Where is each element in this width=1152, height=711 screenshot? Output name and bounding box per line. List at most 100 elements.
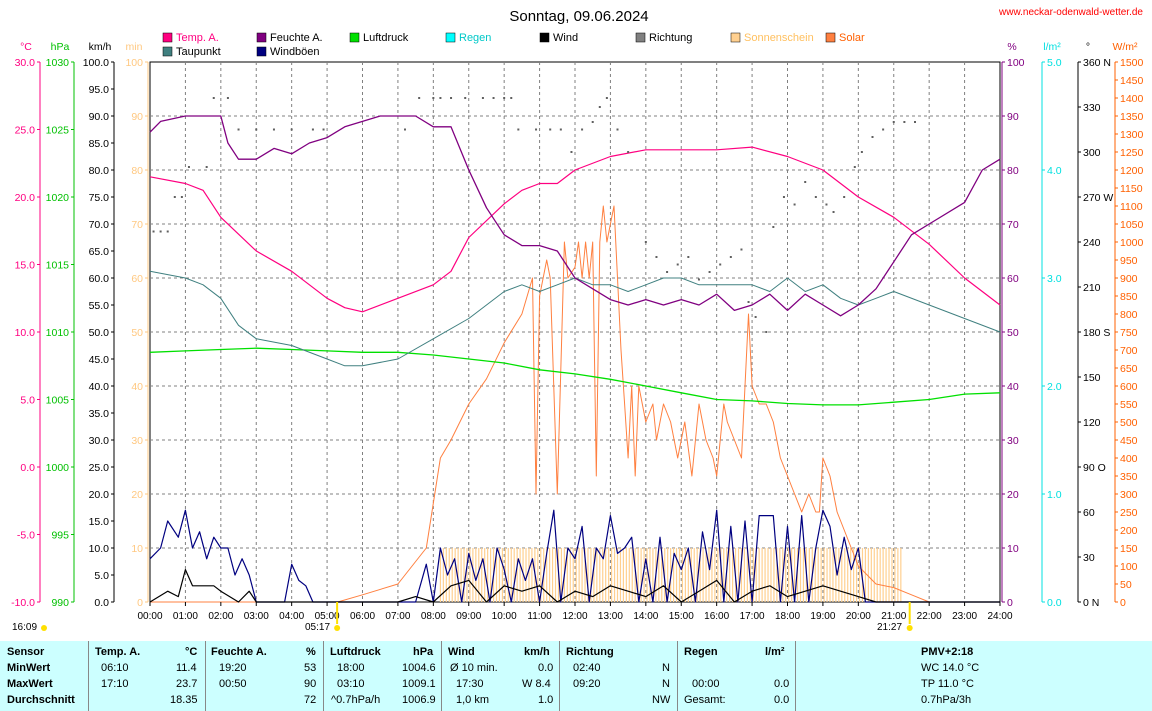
wind-line — [149, 568, 1000, 603]
gust-line — [149, 509, 1000, 603]
temp-tick-label: 10.0 — [15, 327, 36, 339]
x-tick-label: 09:00 — [456, 611, 481, 622]
solar-tick-label: 350 — [1120, 471, 1138, 483]
pressure-line — [149, 347, 1001, 406]
solar-tick-label: 450 — [1120, 435, 1138, 447]
direction-point — [697, 278, 700, 281]
x-tick-label: 05:00 — [315, 611, 340, 622]
stats-temp-max-value: 23.7 — [176, 678, 198, 690]
stats-press-min-time: 18:00 — [337, 662, 365, 674]
direction-point — [860, 151, 863, 153]
solar-tick-label: 400 — [1120, 453, 1138, 465]
stats-dir-avg-value: NW — [652, 694, 671, 706]
direction-point — [432, 97, 435, 99]
stats-hum-min-time: 19:20 — [219, 662, 247, 674]
direction-point — [212, 97, 215, 99]
weather-chart: Sonntag, 09.06.2024 www.neckar-odenwald-… — [11, 7, 1144, 631]
x-tick-label: 19:00 — [810, 611, 835, 622]
direction-point — [205, 166, 208, 168]
sunset-marker-dot — [906, 625, 913, 631]
sunset-label: 21:27 — [877, 622, 903, 633]
direction-point — [676, 263, 679, 266]
temp-tick-label: -10.0 — [11, 597, 35, 609]
stats-header-hum-unit: % — [306, 646, 316, 658]
solar-tick-label: 1100 — [1120, 201, 1143, 213]
statistics-table: Sensor MinWert MaxWert Durchschnitt Temp… — [0, 641, 1152, 711]
direction-point — [729, 256, 732, 258]
solar-line — [150, 205, 1000, 603]
wind-tick-label: 60.0 — [89, 273, 110, 285]
direction-point — [439, 97, 442, 99]
dir-tick-label: 300 — [1083, 147, 1101, 159]
solar-tick-label: 150 — [1120, 543, 1138, 555]
wind-tick-label: 70.0 — [89, 219, 110, 231]
sun-tick-label: 60 — [131, 273, 143, 285]
hum-unit-label: % — [1007, 41, 1016, 53]
legend-swatch — [635, 32, 646, 43]
solar-tick-label: 1050 — [1120, 219, 1144, 231]
x-tick-label: 16:00 — [704, 611, 729, 622]
hum-tick-label: 90 — [1007, 111, 1019, 123]
legend-label: Sonnenschein — [744, 32, 814, 44]
hum-tick-label: 20 — [1007, 489, 1019, 501]
stats-press-trend: ^0.7hPa/h — [331, 694, 381, 706]
x-tick-label: 18:00 — [775, 611, 800, 622]
stats-wind-min-time: Ø 10 min. — [450, 662, 498, 674]
legend-swatch — [162, 32, 173, 43]
rain-tick-label: 3.0 — [1047, 273, 1062, 285]
solar-tick-label: 1450 — [1120, 75, 1144, 87]
dir-tick-label: 270 W — [1083, 192, 1113, 204]
direction-point — [804, 181, 807, 183]
direction-point — [272, 128, 275, 131]
direction-point — [616, 128, 619, 131]
x-tick-label: 02:00 — [208, 611, 233, 622]
dir-unit-label: ° — [1086, 41, 1090, 53]
sun-tick-label: 90 — [131, 111, 143, 123]
legend-label: Regen — [459, 32, 491, 44]
stats-wind-max-value: W 8.4 — [522, 678, 551, 690]
axis-unit-headers: °C hPa km/h min% l/m² ° W/m² — [20, 41, 1138, 53]
direction-point — [892, 121, 895, 123]
legend-label: Taupunkt — [176, 46, 221, 58]
x-tick-label: 11:00 — [527, 611, 552, 622]
temp-unit-label: °C — [20, 41, 32, 53]
solar-tick-label: 850 — [1120, 291, 1138, 303]
wind-unit-label: km/h — [89, 41, 112, 53]
sun-tick-label: 40 — [131, 381, 143, 393]
legend-swatch — [349, 32, 360, 43]
stats-row-max-label: MaxWert — [7, 678, 53, 690]
direction-point — [719, 263, 722, 266]
solar-tick-label: 1500 — [1120, 57, 1144, 69]
stats-wind-distance: 1,0 km — [456, 694, 490, 706]
direction-point — [655, 256, 658, 258]
wind-tick-label: 65.0 — [89, 246, 110, 258]
x-tick-label: 13:00 — [598, 611, 623, 622]
hum-tick-label: 30 — [1007, 435, 1019, 447]
direction-point — [559, 128, 562, 131]
direction-point — [187, 166, 190, 168]
x-tick-label: 07:00 — [385, 611, 410, 622]
rain-tick-label: 5.0 — [1047, 57, 1062, 69]
legend-label: Solar — [839, 32, 865, 44]
x-tick-label: 23:00 — [952, 611, 977, 622]
solar-unit-label: W/m² — [1112, 41, 1138, 53]
solar-tick-label: 600 — [1120, 381, 1138, 393]
press-tick-label: 1015 — [46, 260, 70, 272]
wind-tick-label: 80.0 — [89, 165, 110, 177]
direction-point — [666, 271, 669, 273]
direction-point — [237, 128, 240, 131]
stats-header-rain: Regen — [684, 646, 718, 658]
solar-tick-label: 1350 — [1120, 111, 1144, 123]
source-link[interactable]: www.neckar-odenwald-wetter.de — [998, 7, 1143, 18]
direction-point — [450, 97, 453, 99]
x-tick-label: 20:00 — [846, 611, 871, 622]
dir-tick-label: 90 O — [1083, 462, 1106, 474]
rain-unit-label: l/m² — [1043, 41, 1061, 53]
time-label: 16:09 — [12, 622, 38, 633]
grid — [149, 61, 1001, 603]
solar-tick-label: 750 — [1120, 327, 1138, 339]
direction-point — [914, 121, 916, 123]
stats-dir-max-value: N — [662, 678, 670, 690]
direction-point — [549, 128, 552, 131]
temp-tick-label: 20.0 — [15, 192, 36, 204]
